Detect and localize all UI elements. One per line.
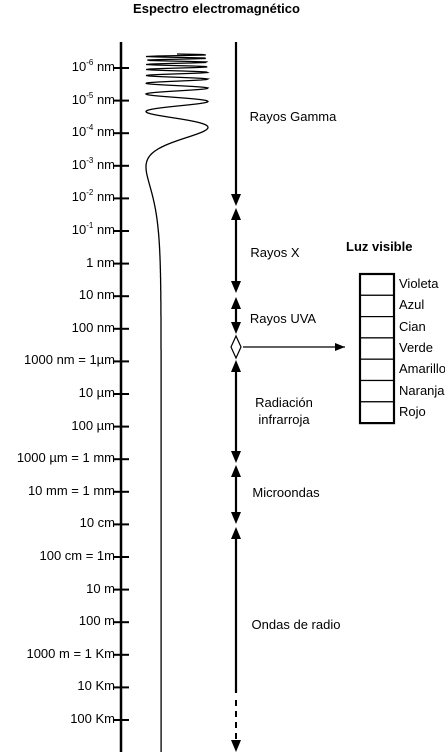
- arrow-down: [231, 322, 241, 334]
- scale-label: 10-4 nm: [71, 123, 115, 140]
- visible-color-label: Verde: [399, 339, 433, 355]
- scale-label: 10-6 nm: [71, 58, 115, 74]
- visible-color-label: Cian: [399, 318, 426, 334]
- arrow-up: [231, 208, 241, 220]
- color-swatch-cell: [359, 379, 395, 403]
- arrow-down: [231, 740, 241, 752]
- arrow-up: [231, 297, 241, 309]
- visible-color-label: Naranja: [399, 382, 445, 398]
- band-label-radio: Ondas de radio: [251, 617, 341, 632]
- wave-curve: [144, 53, 211, 752]
- scale-label: 1000 nm = 1µm: [24, 352, 115, 368]
- visible-table-border: [358, 272, 396, 425]
- scale-label: 1 nm: [86, 254, 115, 270]
- arrow-down: [231, 451, 241, 463]
- scale-label: 10 cm: [79, 515, 115, 531]
- arrow-down: [231, 281, 241, 293]
- arrow-up: [231, 360, 241, 372]
- scale-label: 10 Km: [77, 678, 115, 694]
- scale-label: 100 nm: [71, 319, 115, 335]
- scale-label: 10 m: [86, 580, 115, 596]
- band-label-ir-line2: infrarroja: [258, 412, 310, 427]
- color-swatch-cell: [359, 273, 395, 296]
- band-label-xray: Rayos X: [250, 245, 300, 260]
- scale-label: 10-1 nm: [71, 221, 115, 237]
- color-swatch-cell: [359, 337, 395, 360]
- scale-label: 10 µm: [78, 385, 115, 400]
- band-label-uva: Rayos UVA: [249, 311, 317, 326]
- band-axis: [230, 42, 242, 752]
- visible-connector-arrowhead: [335, 343, 345, 351]
- diagram-title: Espectro electromagnético: [133, 1, 300, 16]
- scale-label: 100 Km: [70, 711, 115, 726]
- color-swatch-cell: [359, 294, 395, 318]
- visible-light-title: Luz visible: [346, 239, 413, 254]
- arrow-up: [231, 465, 241, 477]
- visible-color-label: Amarillo: [399, 361, 445, 377]
- scale-ticks: [113, 67, 129, 721]
- scale-label: 10-2 nm: [71, 188, 115, 205]
- scale-label: 1000 µm = 1 mm: [16, 450, 115, 466]
- scale-label: 10 nm: [78, 287, 115, 303]
- arrow-down: [231, 194, 241, 206]
- color-swatch-cell: [359, 358, 395, 382]
- band-label-ir-line1: Radiación: [255, 395, 313, 410]
- scale-label: 100 m: [78, 613, 115, 629]
- visible-color-label: Rojo: [399, 403, 426, 419]
- scale-label: 10 mm = 1 mm: [27, 482, 115, 498]
- color-swatch-cell: [359, 401, 395, 424]
- visible-color-label: Azul: [399, 297, 425, 313]
- arrow-down: [231, 512, 241, 524]
- scale-label: 10-5 nm: [71, 90, 115, 107]
- scale-label: 10-3 nm: [71, 155, 115, 172]
- scale-label: 100 µm: [71, 417, 115, 433]
- visible-light-table: [358, 272, 396, 425]
- scale-label: 100 cm = 1m: [39, 548, 115, 563]
- band-label-gamma: Rayos Gamma: [249, 109, 337, 124]
- arrow-up: [231, 527, 241, 539]
- band-label-micro: Microondas: [252, 485, 320, 500]
- visible-color-label: Violeta: [399, 276, 439, 291]
- color-swatch-cell: [359, 316, 395, 339]
- scale-label: 1000 m = 1 Km: [26, 645, 115, 661]
- visible-marker: [230, 334, 242, 360]
